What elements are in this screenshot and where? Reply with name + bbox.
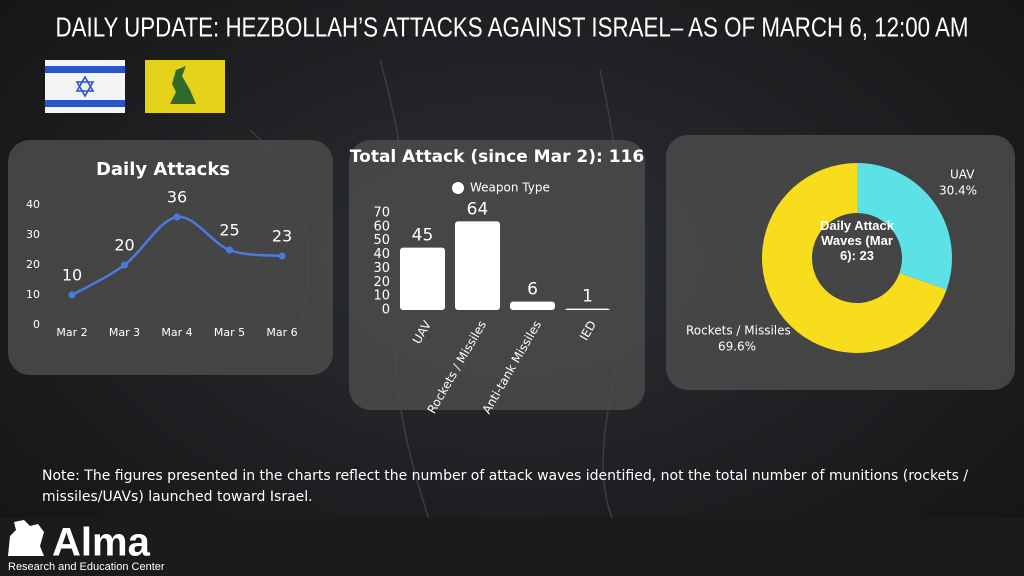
note: Note: The figures presented in the chart… <box>42 468 969 505</box>
x-tick-label: Mar 2 <box>56 326 87 339</box>
y-tick-label: 0 <box>382 303 390 318</box>
x-tick-label: Mar 4 <box>161 326 192 339</box>
y-tick-label: 10 <box>26 288 40 301</box>
data-label: 64 <box>467 199 489 219</box>
y-tick-label: 70 <box>373 206 390 221</box>
y-tick-label: 0 <box>33 318 40 331</box>
hezbollah-flag <box>145 60 225 113</box>
y-tick-label: 30 <box>26 228 40 241</box>
point <box>173 213 181 221</box>
data-label: 45 <box>412 226 434 246</box>
point <box>68 291 76 299</box>
donut-center-label: Daily Attack Waves (Mar 6): 23 <box>820 218 894 263</box>
chart-title: Daily Attacks <box>96 159 230 180</box>
point <box>278 252 286 260</box>
chart-title: Total Attack (since Mar 2): 116 <box>350 147 644 167</box>
legend-marker <box>452 182 464 194</box>
y-tick-label: 40 <box>373 247 390 262</box>
x-tick-label: Mar 3 <box>109 326 140 339</box>
y-tick-label: 30 <box>373 261 390 276</box>
donut-slice <box>761 163 947 353</box>
data-label: 10 <box>62 266 82 285</box>
y-tick-label: 60 <box>373 219 390 234</box>
x-tick-label: Mar 6 <box>266 326 297 339</box>
x-tick-label: Mar 5 <box>214 326 245 339</box>
slice-label: UAV <box>950 168 975 182</box>
panel <box>8 140 333 375</box>
data-label: 1 <box>582 287 593 307</box>
slice-value: 30.4% <box>939 184 977 198</box>
y-tick-label: 20 <box>373 275 390 290</box>
legend-label: Weapon Type <box>470 181 550 195</box>
bar <box>455 221 500 310</box>
slice-label: Rockets / Missiles <box>686 324 791 338</box>
point <box>226 246 233 254</box>
y-tick-label: 10 <box>373 289 390 304</box>
logo-tagline: Research and Education Center <box>8 561 165 573</box>
logo-icon <box>8 520 44 556</box>
footer-band <box>0 518 1024 576</box>
data-label: 23 <box>272 227 292 246</box>
data-label: 36 <box>167 188 187 207</box>
y-tick-label: 40 <box>26 198 40 211</box>
data-label: 25 <box>219 221 239 240</box>
y-tick-label: 20 <box>26 258 40 271</box>
israel-flag <box>45 60 125 113</box>
bar <box>565 308 610 310</box>
donut-slice <box>857 163 952 290</box>
page-title: DAILY UPDATE: HEZBOLLAH’S ATTACKS AGAINS… <box>56 11 969 42</box>
logo-name: Alma <box>52 521 151 565</box>
bar <box>400 247 445 310</box>
slice-value: 69.6% <box>718 340 756 354</box>
data-label: 6 <box>527 280 538 300</box>
y-tick-label: 50 <box>373 233 390 248</box>
data-label: 20 <box>114 236 134 255</box>
bar <box>510 301 555 310</box>
point <box>121 261 128 269</box>
